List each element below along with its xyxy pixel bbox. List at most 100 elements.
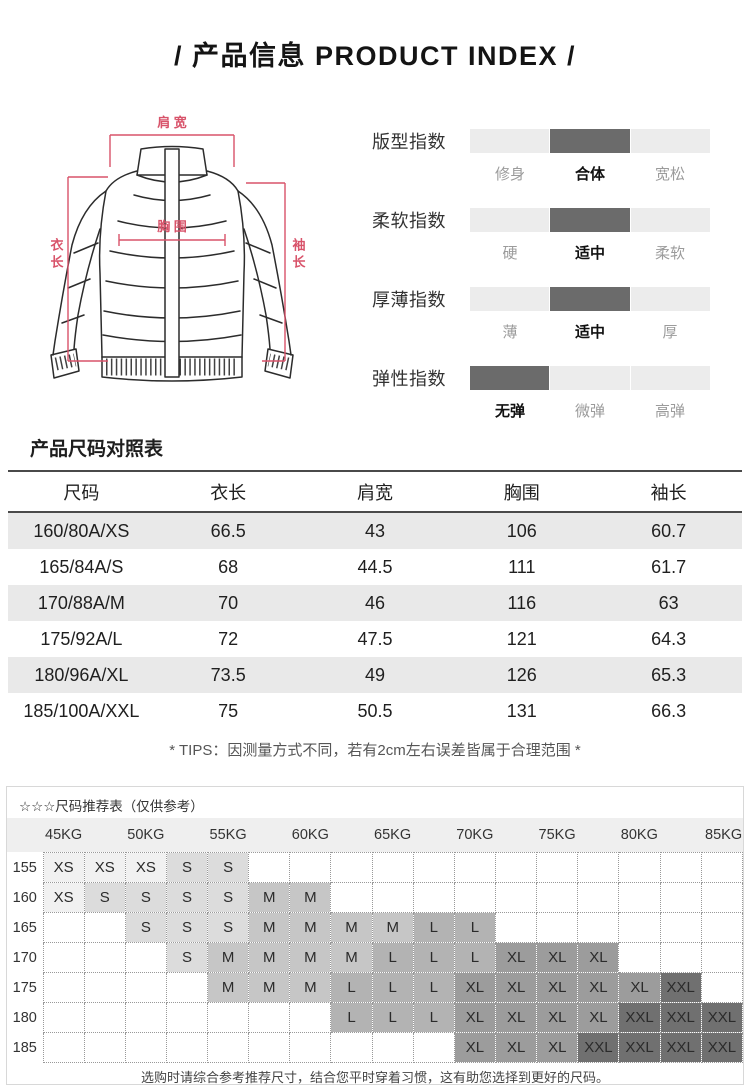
recommend-cell: L (412, 912, 455, 943)
recommend-cell-empty (42, 912, 85, 943)
size-table-cell: 116 (507, 592, 537, 613)
measurement-labels: 肩 宽 胸 围 衣长 袖长 (49, 115, 306, 272)
size-table-cell: 64.3 (651, 628, 687, 649)
measurement-lines (67, 134, 286, 362)
recommend-cell: XXL (659, 1032, 702, 1063)
bar-segment (630, 208, 710, 232)
recommend-cell: M (289, 912, 332, 943)
recommend-cell-empty (83, 912, 126, 943)
recommend-cell: L (371, 1002, 414, 1033)
bar-segment-active (470, 366, 550, 390)
recommend-cell-empty (42, 942, 85, 973)
size-table-cell: 49 (364, 664, 385, 685)
size-table-cell: 170/88A/M (37, 592, 125, 613)
recommend-cell: M (207, 972, 250, 1003)
recommend-cell: S (165, 912, 209, 943)
index-option: 合体 (574, 166, 605, 183)
size-table-cell: 70 (218, 592, 239, 613)
chest-label: 胸 围 (157, 219, 187, 234)
recommend-cell-empty (618, 942, 661, 973)
recommend-cell-empty (207, 1032, 250, 1063)
recommend-cell: M (330, 942, 373, 973)
recommend-cell: XXL (659, 972, 702, 1003)
index-row-main: 柔软指数 (372, 207, 742, 233)
recommend-cell-empty (412, 1032, 455, 1063)
size-table-cell: 75 (218, 700, 239, 721)
sleeve-line (246, 182, 286, 362)
weight-header: 85KG (705, 827, 743, 843)
size-table-cell: 47.5 (357, 628, 393, 649)
recommend-row: 170 S M M M M L L L XL XL XL (7, 942, 744, 973)
size-table-cell: 66.5 (210, 520, 246, 541)
index-row: 厚薄指数薄 适中 厚 (372, 286, 742, 365)
recommend-cell-empty (83, 942, 126, 973)
recommend-cell: M (248, 882, 291, 913)
recommend-cell: XXL (700, 1002, 744, 1033)
index-label: 柔软指数 (372, 211, 446, 231)
size-table-cell: 50.5 (357, 700, 393, 721)
recommend-cell-empty (83, 1032, 126, 1063)
index-option: 柔软 (654, 245, 685, 262)
recommend-grid: 155 XS XS XS S S 160 XS S S S S M M 165 S S S M M M M L L 170 S M M… (7, 852, 744, 1063)
index-row-main: 版型指数 (372, 128, 742, 154)
recommend-cell-empty (700, 912, 744, 943)
size-table-cell: 106 (506, 520, 537, 541)
recommend-cell-empty (165, 1002, 209, 1033)
size-table-row: 170/88A/M 70 46 116 63 (8, 585, 742, 621)
recommend-cell-empty (495, 912, 538, 943)
recommend-cell: XL (495, 1002, 538, 1033)
recommend-cell: XL (577, 972, 620, 1003)
recommend-cell-empty (659, 942, 702, 973)
recommend-cell: L (412, 972, 455, 1003)
weight-header: 75KG (538, 827, 576, 843)
size-table-column-header: 肩宽 (356, 482, 393, 503)
index-label: 版型指数 (372, 132, 446, 152)
index-row: 柔软指数硬 适中 柔软 (372, 207, 742, 286)
weight-header: 60KG (291, 827, 329, 843)
weight-header: 45KG (45, 827, 83, 843)
recommend-cell: M (207, 942, 250, 973)
tips-note: * TIPS：因测量方式不同，若有2cm左右误差皆属于合理范围 * (169, 742, 581, 759)
index-row-main: 弹性指数 (372, 365, 742, 391)
recommend-cell: XXL (700, 1032, 744, 1063)
recommend-cell-empty (577, 882, 620, 913)
recommend-cell: S (83, 882, 126, 913)
recommend-cell-empty (42, 972, 85, 1003)
index-option: 厚 (662, 324, 678, 341)
recommend-cell-empty (124, 942, 167, 973)
size-table-column-header: 胸围 (503, 482, 540, 503)
recommend-cell-empty (412, 882, 455, 913)
index-bar (470, 208, 710, 232)
recommend-cell-empty (453, 882, 497, 913)
recommend-cell-empty (700, 852, 744, 883)
recommend-cell: XL (453, 1032, 497, 1063)
recommend-cell-empty (536, 852, 579, 883)
recommend-cell: M (248, 972, 291, 1003)
recommend-cell: S (124, 912, 167, 943)
recommend-cell: XS (124, 852, 167, 883)
recommend-cell: M (371, 912, 414, 943)
recommend-cell-empty (289, 1002, 332, 1033)
size-table-cell: 63 (658, 592, 679, 613)
bar-segment (630, 129, 710, 153)
recommend-cell-empty (207, 1002, 250, 1033)
size-table: 尺码 衣长 肩宽 胸围 袖长 160/80A/XS 66.5 43 106 60.7 165/84A… (8, 470, 742, 729)
bar-segment (550, 366, 630, 390)
recommend-cell: XL (536, 972, 579, 1003)
recommend-cell-empty (659, 882, 702, 913)
recommend-cell-empty (700, 882, 744, 913)
recommend-cell-empty (371, 852, 414, 883)
recommend-cell-empty (659, 912, 702, 943)
recommend-row: 165 S S S M M M M L L (7, 912, 744, 943)
recommend-cell: S (165, 942, 209, 973)
index-bar (470, 129, 710, 153)
index-bar (470, 366, 710, 390)
recommend-cell-empty (700, 942, 744, 973)
index-option: 薄 (502, 324, 518, 341)
recommend-cell-empty (289, 852, 332, 883)
size-table-cell: 65.3 (651, 664, 687, 685)
size-table-cell: 61.7 (651, 556, 687, 577)
recommend-cell-empty (536, 912, 579, 943)
recommend-cell: XS (42, 882, 85, 913)
